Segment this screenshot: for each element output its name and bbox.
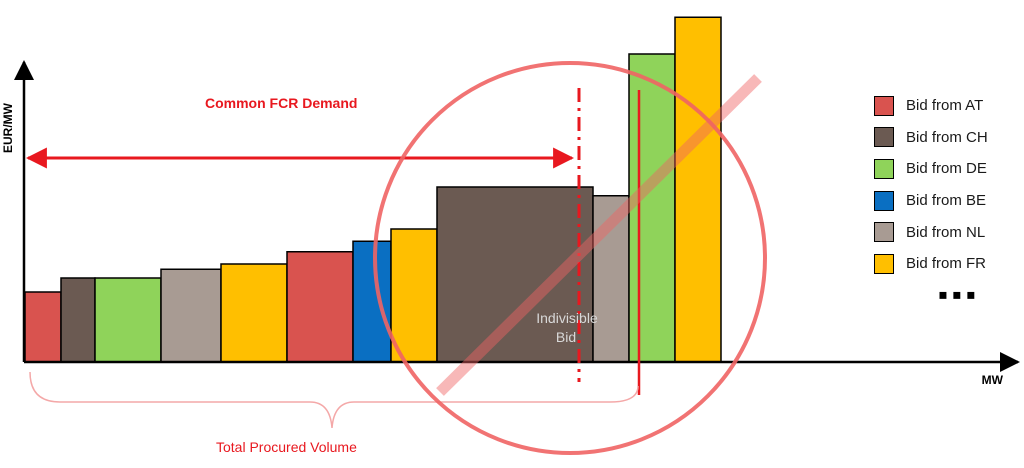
legend-label-ch: Bid from CH: [906, 128, 988, 146]
legend-label-de: Bid from DE: [906, 160, 987, 178]
x-axis-label: MW: [982, 373, 1004, 387]
legend-item-be: Bid from BE: [874, 185, 1014, 217]
bid-bar-de-3: [94, 277, 162, 363]
legend-ellipsis: ▪▪▪: [938, 279, 980, 311]
legend-label-fr: Bid from FR: [906, 255, 987, 273]
bid-bar-at-1: [24, 291, 62, 363]
demand-label: Common FCR Demand: [205, 95, 357, 111]
legend-swatch-nl: [874, 222, 894, 243]
legend-swatch-ch: [874, 127, 894, 148]
legend-more: ▪▪▪: [874, 280, 1014, 312]
bid-bar-de-11: [628, 53, 676, 363]
legend-swatch-be: [874, 190, 894, 211]
legend-label-at: Bid from AT: [906, 97, 984, 115]
legend-label-be: Bid from BE: [906, 192, 987, 210]
procured-label: Total Procured Volume: [216, 439, 357, 455]
bid-bar-fr-5: [220, 263, 288, 363]
legend: Bid from AT Bid from CH Bid from DE Bid …: [874, 90, 1014, 311]
legend-label-nl: Bid from NL: [906, 223, 986, 241]
indivisible-label: Indivisible: [536, 310, 598, 326]
bid-bars: [24, 16, 722, 363]
legend-swatch-fr: [874, 253, 894, 274]
bid-bar-fr-12: [674, 16, 722, 363]
legend-item-ch: Bid from CH: [874, 122, 1014, 154]
y-axis-label: EUR/MW: [1, 102, 15, 153]
bid-bar-be-7: [352, 240, 392, 363]
legend-item-nl: Bid from NL: [874, 216, 1014, 248]
legend-item-at: Bid from AT: [874, 90, 1014, 122]
legend-swatch-at: [874, 95, 894, 116]
bid-bar-ch-2: [60, 277, 96, 363]
bid-bar-fr-8: [390, 228, 438, 363]
prohibition-circle: [373, 61, 767, 455]
legend-item-de: Bid from DE: [874, 153, 1014, 185]
bid-bar-nl-4: [160, 268, 222, 363]
procured-brace: [29, 371, 639, 429]
bid-bar-at-6: [286, 251, 354, 363]
legend-swatch-de: [874, 158, 894, 179]
legend-item-fr: Bid from FR: [874, 248, 1014, 280]
bid-bar-nl-10: [592, 195, 630, 363]
indivisible-label-2: Bid: [556, 329, 576, 345]
prohibition-slash: [436, 74, 762, 396]
